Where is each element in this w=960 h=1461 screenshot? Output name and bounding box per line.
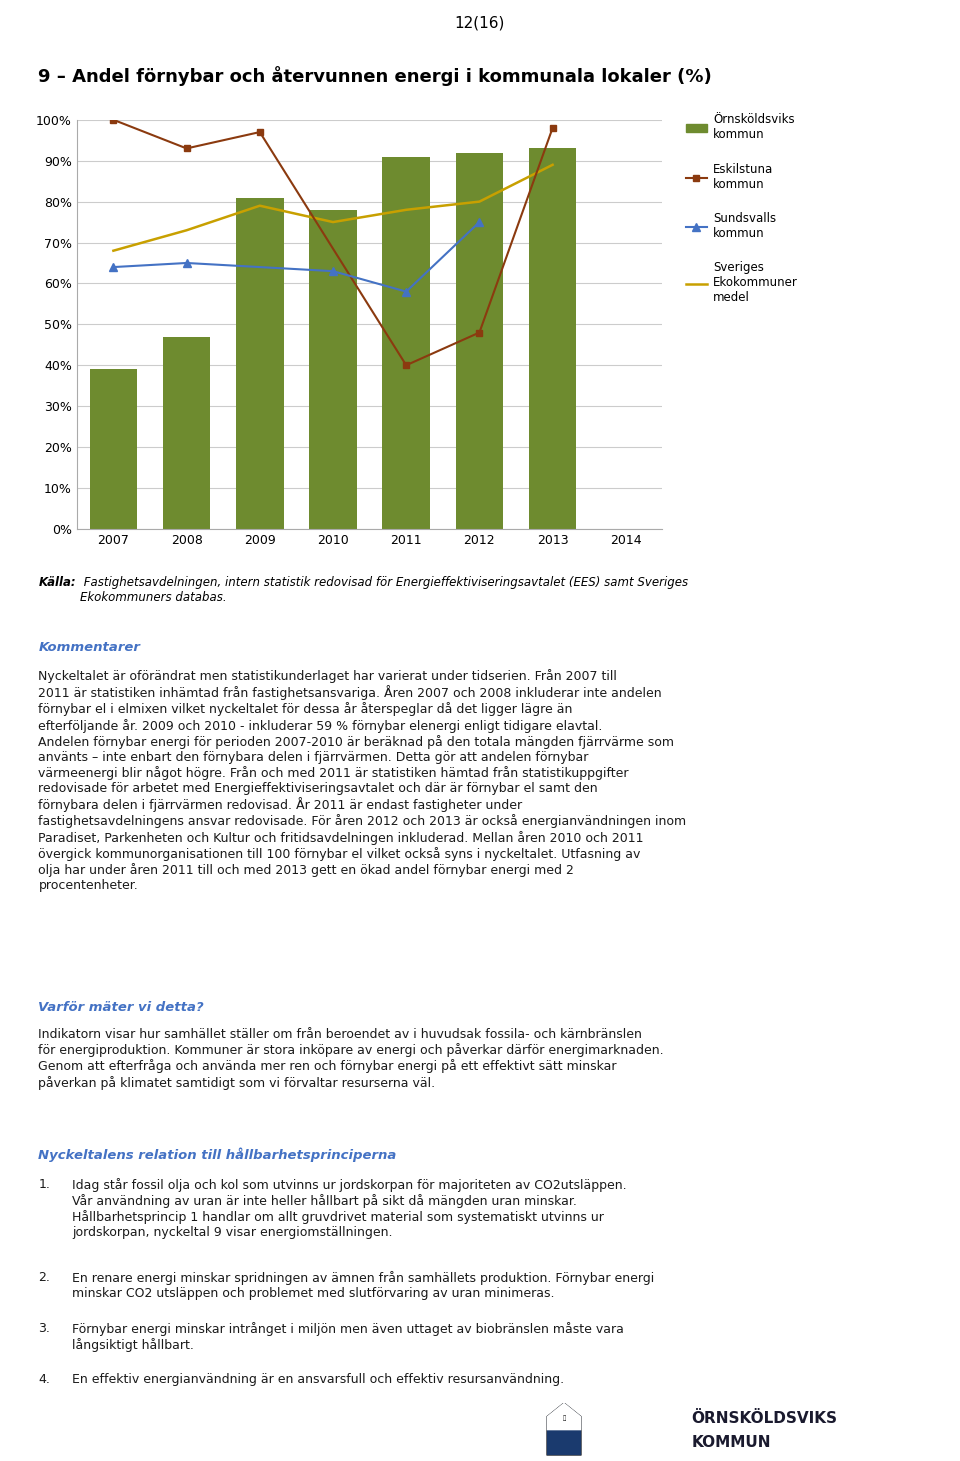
- Text: Fastighetsavdelningen, intern statistik redovisad för Energieffektiviseringsavta: Fastighetsavdelningen, intern statistik …: [80, 576, 687, 603]
- Text: En effektiv energianvändning är en ansvarsfull och effektiv resursanvändning.: En effektiv energianvändning är en ansva…: [72, 1373, 564, 1386]
- Bar: [309, 210, 357, 529]
- Bar: [382, 156, 430, 529]
- Bar: [236, 197, 283, 529]
- Text: 1.: 1.: [38, 1178, 50, 1191]
- Polygon shape: [547, 1403, 581, 1455]
- Text: Kommentarer: Kommentarer: [38, 641, 140, 655]
- Text: 12(16): 12(16): [455, 16, 505, 31]
- Text: Förnybar energi minskar intrånget i miljön men även uttaget av biobränslen måste: Förnybar energi minskar intrånget i milj…: [72, 1322, 624, 1353]
- Text: Nyckeltalet är oförändrat men statistikunderlaget har varierat under tidserien. : Nyckeltalet är oförändrat men statistiku…: [38, 669, 686, 891]
- Text: Varför mäter vi detta?: Varför mäter vi detta?: [38, 1001, 204, 1014]
- Bar: [163, 336, 210, 529]
- Text: Idag står fossil olja och kol som utvinns ur jordskorpan för majoriteten av CO2u: Idag står fossil olja och kol som utvinn…: [72, 1178, 627, 1239]
- Polygon shape: [547, 1403, 581, 1430]
- Text: KOMMUN: KOMMUN: [691, 1435, 771, 1449]
- Text: 🦅: 🦅: [563, 1416, 565, 1422]
- Text: 2.: 2.: [38, 1271, 50, 1284]
- Text: 3.: 3.: [38, 1322, 50, 1335]
- Text: 9 – Andel förnybar och återvunnen energi i kommunala lokaler (%): 9 – Andel förnybar och återvunnen energi…: [38, 66, 712, 86]
- Text: En renare energi minskar spridningen av ämnen från samhällets produktion. Förnyb: En renare energi minskar spridningen av …: [72, 1271, 655, 1300]
- Text: Källa:: Källa:: [38, 576, 76, 589]
- Text: Nyckeltalens relation till hållbarhetsprinciperna: Nyckeltalens relation till hållbarhetspr…: [38, 1148, 396, 1163]
- Legend: Örnsköldsviks
kommun, Eskilstuna
kommun, Sundsvalls
kommun, Sveriges
Ekokommuner: Örnsköldsviks kommun, Eskilstuna kommun,…: [685, 114, 798, 304]
- Bar: [529, 149, 576, 529]
- Bar: [456, 152, 503, 529]
- Text: 4.: 4.: [38, 1373, 50, 1386]
- Text: Indikatorn visar hur samhället ställer om från beroendet av i huvudsak fossila- : Indikatorn visar hur samhället ställer o…: [38, 1029, 664, 1090]
- Text: ÖRNSKÖLDSVIKS: ÖRNSKÖLDSVIKS: [691, 1411, 837, 1426]
- Bar: [89, 370, 137, 529]
